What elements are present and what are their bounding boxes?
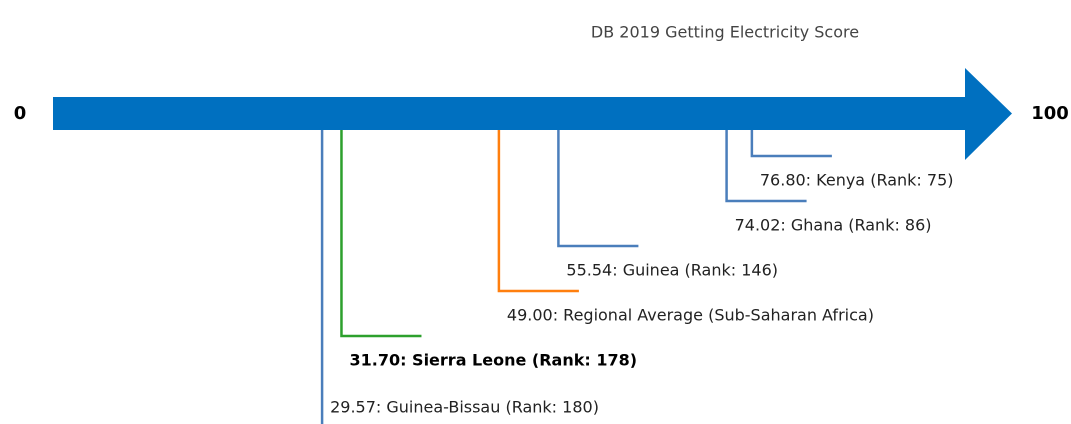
marker-line xyxy=(750,130,832,158)
marker-label: 55.54: Guinea (Rank: 146) xyxy=(566,261,778,280)
chart-title: DB 2019 Getting Electricity Score xyxy=(591,23,859,42)
marker-line xyxy=(557,130,639,248)
marker-line xyxy=(725,130,807,203)
marker-label: 49.00: Regional Average (Sub-Saharan Afr… xyxy=(507,306,874,325)
axis-arrow xyxy=(53,68,1012,160)
marker-label: 76.80: Kenya (Rank: 75) xyxy=(760,171,954,190)
marker-label: 29.57: Guinea-Bissau (Rank: 180) xyxy=(330,398,599,417)
marker-label: 74.02: Ghana (Rank: 86) xyxy=(735,216,932,235)
axis-end-label: 100 xyxy=(1031,103,1069,124)
marker-line xyxy=(497,130,579,293)
axis-end-label: 0 xyxy=(14,103,27,124)
marker-label: 31.70: Sierra Leone (Rank: 178) xyxy=(349,351,637,370)
marker-line xyxy=(340,130,422,338)
